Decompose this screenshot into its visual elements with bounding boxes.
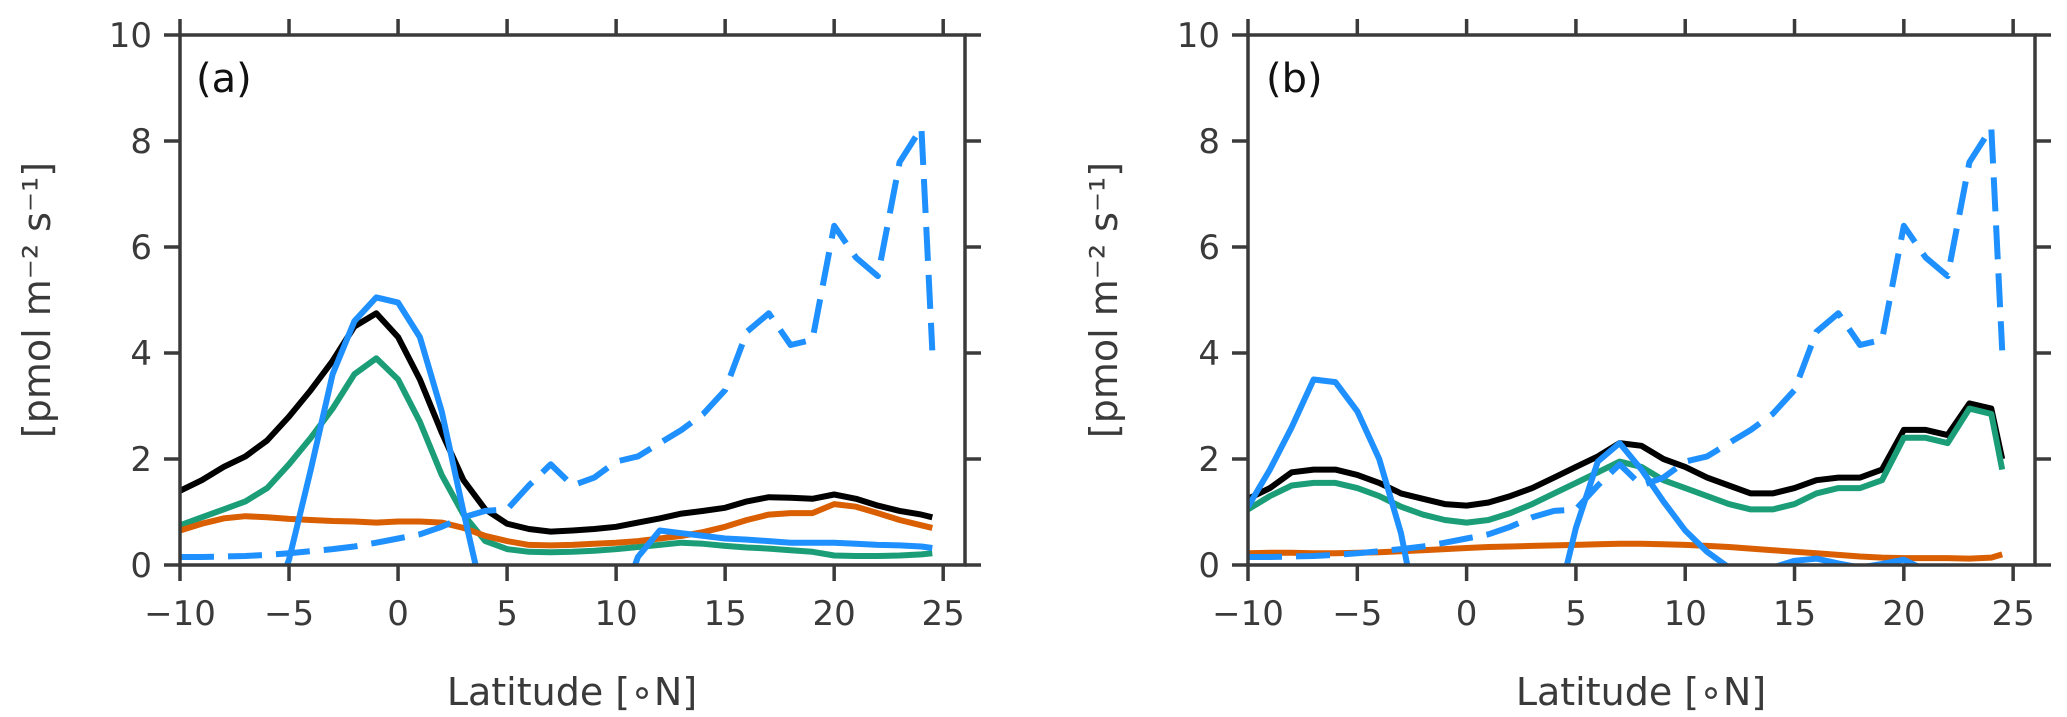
y-tick-label-a: 4 (130, 334, 152, 374)
chart-panel-a: −10 −5 0 5 10 15 20 25 0 2 4 6 8 10 (a) Latitude [∘N]… (15, 16, 981, 714)
x-tick-label-a: −5 (264, 594, 314, 634)
y-axis-title-a: [pmol m⁻² s⁻¹] (15, 162, 59, 438)
series-line-orange-a (180, 501, 933, 549)
chart-panel-b: −10 −5 0 5 10 15 20 25 0 2 4 6 8 10 (b) Latitude [∘N]… (1082, 16, 2051, 714)
x-axis-title-a: Latitude [∘N] (447, 670, 697, 714)
y-tick-label-b: 6 (1198, 228, 1220, 268)
series-line-green-b (1248, 405, 2006, 526)
x-tick-label-a: 25 (922, 594, 965, 634)
x-tick-label-a: 5 (496, 594, 518, 634)
x-tick-label-b: 5 (1565, 594, 1587, 634)
x-tick-label-b: −5 (1332, 594, 1382, 634)
x-tick-label-b: 15 (1773, 594, 1816, 634)
y-tick-label-a: 6 (130, 228, 152, 268)
x-tick-label-b: −10 (1212, 594, 1284, 634)
series-layer-a (180, 124, 936, 565)
y-axis-title-b: [pmol m⁻² s⁻¹] (1082, 162, 1126, 438)
series-line-green-a (180, 355, 933, 559)
series-layer-b (1248, 124, 2006, 565)
panel-label-b: (b) (1266, 56, 1323, 102)
x-tick-label-b: 20 (1882, 594, 1925, 634)
plot-frame-a (178, 33, 967, 567)
x-tick-label-b: 10 (1664, 594, 1707, 634)
series-line-black-a (180, 310, 934, 535)
y-tick-label-a: 10 (109, 16, 152, 56)
plot-frame-b (1246, 33, 2037, 567)
x-tick-label-a: 20 (813, 594, 856, 634)
y-tick-label-a: 2 (130, 440, 152, 480)
y-tick-label-b: 2 (1198, 440, 1220, 480)
y-tick-label-b: 0 (1198, 546, 1220, 586)
series-line-black-b (1248, 400, 2006, 509)
y-tick-label-b: 10 (1177, 16, 1220, 56)
ticks-b: −10 −5 0 5 10 15 20 25 0 2 4 6 8 10 (1177, 16, 2051, 634)
x-tick-label-a: 15 (704, 594, 747, 634)
y-tick-label-a: 8 (130, 122, 152, 162)
series-line-blue-solid-b (1248, 376, 1922, 565)
y-tick-label-b: 4 (1198, 334, 1220, 374)
x-tick-label-b: 25 (1992, 594, 2035, 634)
x-tick-label-a: 10 (594, 594, 637, 634)
x-tick-label-a: 0 (387, 594, 409, 634)
panel-label-a: (a) (196, 56, 252, 102)
y-tick-label-b: 8 (1198, 122, 1220, 162)
series-line-blue-solid-a (283, 294, 933, 565)
y-tick-label-a: 0 (130, 546, 152, 586)
x-axis-title-b: Latitude [∘N] (1516, 670, 1766, 714)
series-line-blue-dashed-b (1248, 124, 2006, 560)
x-tick-label-b: 0 (1456, 594, 1478, 634)
x-tick-label-a: −10 (144, 594, 216, 634)
ticks-a: −10 −5 0 5 10 15 20 25 0 2 4 6 8 10 (109, 16, 981, 634)
series-line-blue-dashed-a (180, 124, 936, 560)
